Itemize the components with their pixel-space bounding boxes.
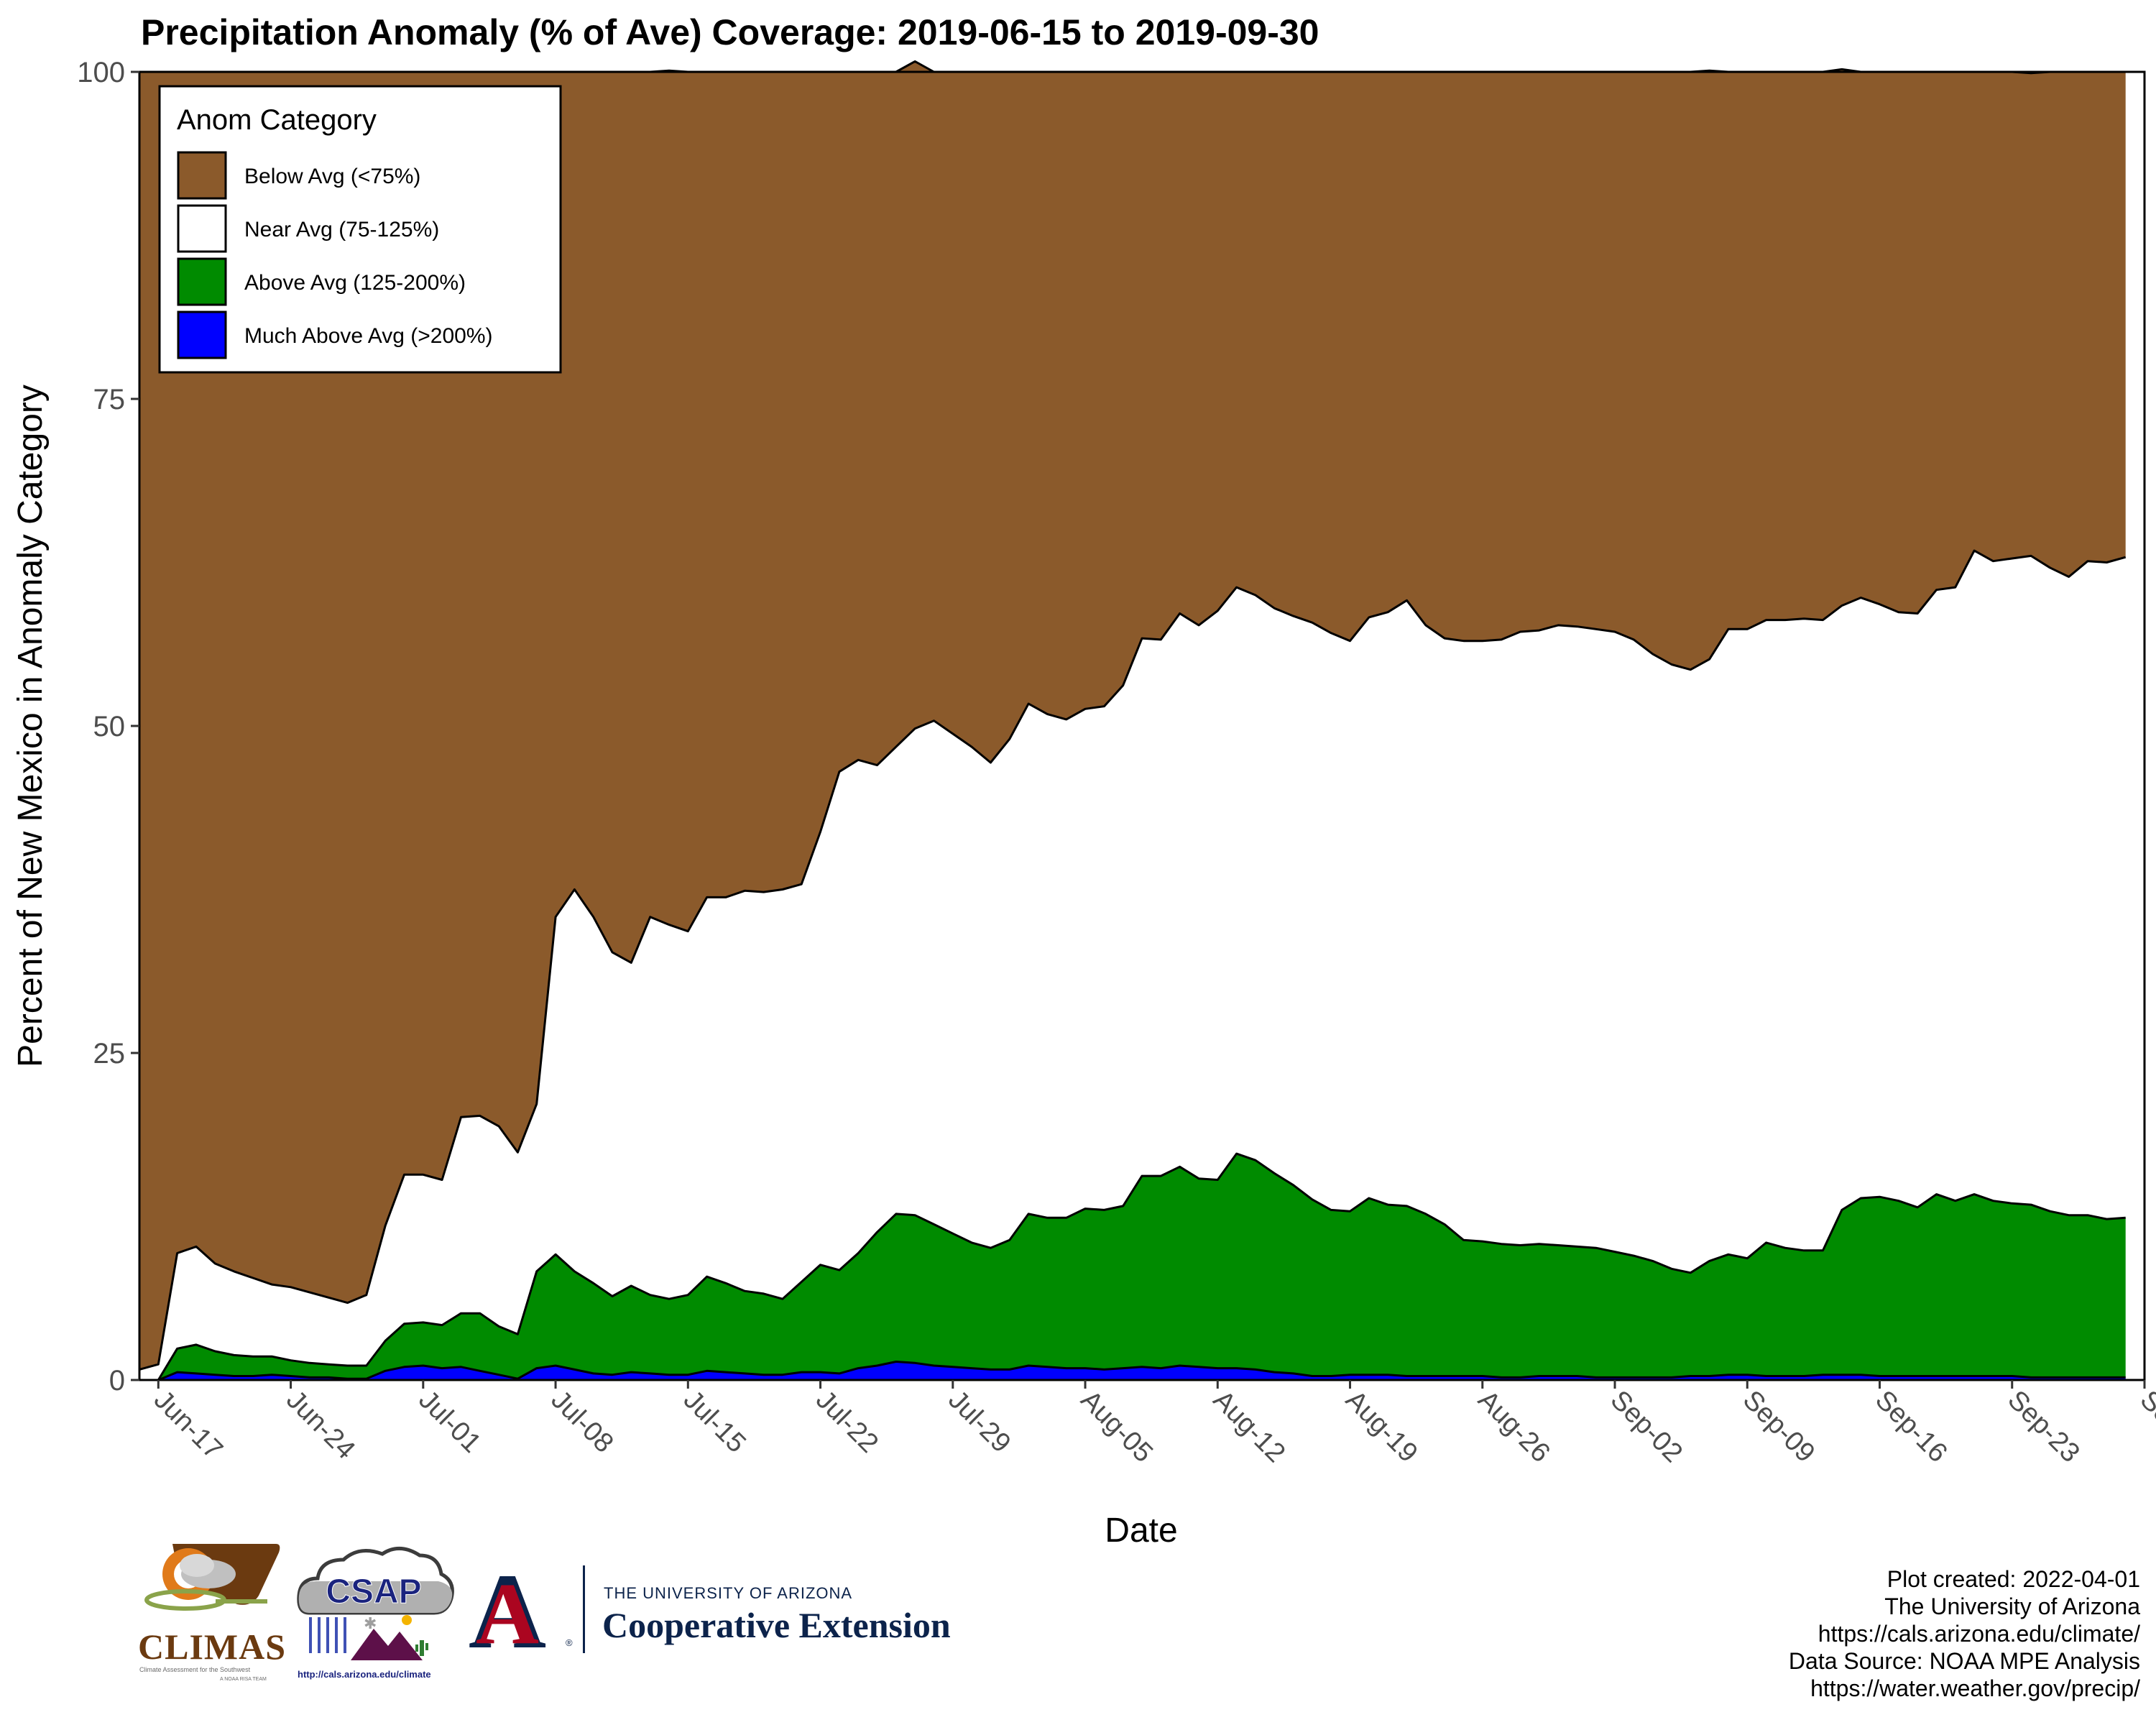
snowflake-icon: ✱	[364, 1614, 377, 1632]
credit-data-source: Data Source: NOAA MPE Analysis	[1789, 1648, 2140, 1674]
credit-precip-url: https://water.weather.gov/precip/	[1810, 1675, 2140, 1701]
y-axis-title: Percent of New Mexico in Anomaly Categor…	[11, 385, 50, 1067]
csap-logo: CSAP ✱ http://cals.arizona.edu/climate	[297, 1547, 454, 1680]
y-tick-label: 100	[77, 57, 125, 88]
climas-logo-tagline: Climate Assessment for the Southwest	[139, 1666, 251, 1673]
x-tick-label: Sep-23	[2001, 1385, 2085, 1468]
x-axis: Jun-17 Jun-24 Jul-01 Jul-08 Jul-15 Jul-22 Jul-…	[148, 1380, 2156, 1468]
stack-boundary-line	[139, 1361, 2126, 1381]
x-tick-label: Jun-17	[148, 1385, 229, 1466]
area-near-avg-75-125	[139, 551, 2126, 1380]
csap-logo-name: CSAP	[326, 1573, 421, 1611]
x-tick-label: Aug-26	[1472, 1385, 1555, 1468]
x-tick-label: Jul-15	[678, 1385, 752, 1459]
x-axis-title: Date	[1105, 1512, 1177, 1550]
credit-institution: The University of Arizona	[1884, 1593, 2140, 1619]
y-axis: 0 25 50 75 100	[77, 57, 139, 1397]
legend: Anom Category Below Avg (<75%) Near Avg (…	[158, 85, 562, 374]
x-tick-label: Aug-05	[1075, 1385, 1158, 1468]
climas-logo-name: CLIMAS	[138, 1627, 286, 1667]
credits: Plot created: 2022-04-01 The University …	[1789, 1566, 2140, 1701]
stack-boundary-line	[139, 1152, 2126, 1381]
ua-logo: A A ® THE UNIVERSITY OF ARIZONA Cooperat…	[469, 1552, 951, 1671]
svg-text:A: A	[476, 1565, 539, 1662]
legend-label: Much Above Avg (>200%)	[244, 324, 493, 348]
credit-climate-url: https://cals.arizona.edu/climate/	[1818, 1621, 2140, 1647]
x-tick-label: Sep-30	[2134, 1385, 2156, 1468]
x-tick-label: Jun-24	[280, 1385, 361, 1466]
stack-boundary-line	[139, 549, 2127, 1371]
climas-logo: CLIMAS Climate Assessment for the Southw…	[138, 1544, 286, 1682]
ua-block-a-icon: A	[469, 1552, 546, 1671]
svg-text:®: ®	[566, 1637, 573, 1648]
area-much-above-avg-200	[139, 1361, 2126, 1380]
x-tick-label: Aug-19	[1340, 1385, 1423, 1468]
ua-logo-line1: THE UNIVERSITY OF ARIZONA	[604, 1584, 852, 1602]
x-tick-label: Jul-22	[810, 1385, 884, 1459]
legend-swatch	[177, 310, 227, 359]
x-tick-label: Jul-29	[942, 1385, 1016, 1459]
x-tick-label: Sep-02	[1605, 1385, 1688, 1468]
csap-logo-url: http://cals.arizona.edu/climate	[298, 1669, 431, 1680]
x-tick-label: Aug-12	[1207, 1385, 1291, 1468]
x-tick-label: Jul-01	[413, 1385, 487, 1459]
x-tick-label: Jul-08	[545, 1385, 619, 1459]
y-tick-label: 25	[93, 1038, 126, 1070]
area-below-avg-75	[139, 61, 2126, 1370]
credit-plot-created: Plot created: 2022-04-01	[1887, 1566, 2140, 1592]
x-tick-label: Sep-09	[1737, 1385, 1820, 1468]
climas-logo-subtag: A NOAA RISA TEAM	[220, 1677, 267, 1682]
legend-label: Below Avg (<75%)	[244, 165, 420, 188]
y-tick-label: 0	[109, 1365, 125, 1397]
plot-areas	[139, 61, 2126, 1380]
legend-swatch	[177, 204, 227, 253]
y-tick-label: 50	[93, 711, 126, 742]
legend-label: Near Avg (75-125%)	[244, 218, 439, 242]
legend-label: Above Avg (125-200%)	[244, 271, 466, 295]
y-tick-label: 75	[93, 384, 126, 415]
area-above-avg-125-200	[139, 1154, 2126, 1380]
legend-swatch	[177, 257, 227, 306]
x-tick-label: Sep-16	[1869, 1385, 1953, 1468]
legend-title: Anom Category	[177, 104, 377, 136]
legend-swatch	[177, 151, 227, 200]
chart-title: Precipitation Anomaly (% of Ave) Coverag…	[141, 12, 1319, 52]
ua-logo-line2: Cooperative Extension	[602, 1605, 951, 1645]
